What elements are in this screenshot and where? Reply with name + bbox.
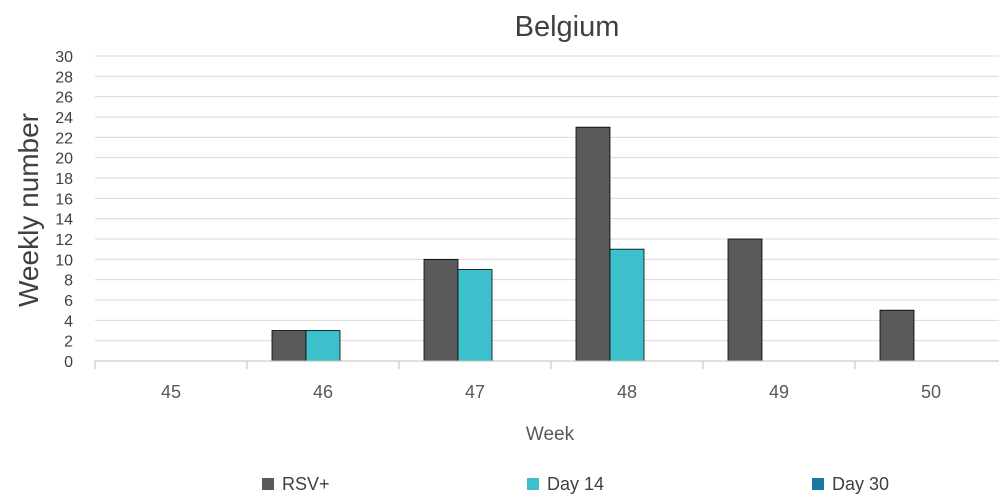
y-axis-label: Weekly number (13, 113, 44, 307)
y-tick-label: 18 (55, 171, 73, 188)
y-tick-label: 28 (55, 69, 73, 86)
bar-rsv--47 (423, 258, 459, 362)
chart-title: Belgium (515, 11, 620, 43)
y-tick-label: 26 (55, 90, 73, 107)
legend-swatch-day-30 (812, 478, 824, 490)
bar-rsv--49 (727, 238, 763, 362)
y-tick-label: 10 (55, 252, 73, 269)
bar-rsv--50 (879, 309, 915, 362)
y-tick-label: 4 (64, 313, 73, 330)
y-tick-label: 6 (64, 293, 73, 310)
x-tick-label: 47 (465, 382, 485, 402)
bar-day-14-48 (609, 248, 645, 362)
legend-swatch-rsv- (262, 478, 274, 490)
x-tick-label: 49 (769, 382, 789, 402)
y-tick-label: 2 (64, 334, 73, 351)
y-tick-label: 16 (55, 191, 73, 208)
bar-rsv--46 (271, 330, 307, 362)
gridlines (95, 55, 999, 362)
x-tick-label: 46 (313, 382, 333, 402)
y-tick-label: 22 (55, 130, 73, 147)
y-tick-label: 14 (55, 212, 73, 229)
bars (271, 126, 915, 362)
bar-day-14-46 (305, 330, 341, 362)
x-tick-label: 45 (161, 382, 181, 402)
x-axis-label: Week (526, 424, 575, 445)
x-axis: 45 46 47 48 49 50 (94, 360, 999, 402)
legend-label-rsv-: RSV+ (282, 474, 330, 494)
legend-label-day-30: Day 30 (832, 474, 889, 494)
y-tick-label: 20 (55, 151, 73, 168)
x-tick-label: 50 (921, 382, 941, 402)
bar-rsv--48 (575, 126, 611, 362)
y-tick-label: 0 (64, 354, 73, 371)
legend-swatch-day-14 (527, 478, 539, 490)
bar-day-14-47 (457, 269, 493, 362)
y-tick-label: 8 (64, 273, 73, 290)
legend-label-day-14: Day 14 (547, 474, 604, 494)
y-tick-label: 12 (55, 232, 73, 249)
y-tick-label: 24 (55, 110, 73, 127)
legend: RSV+ Day 14 Day 30 (262, 474, 889, 494)
x-tick-label: 48 (617, 382, 637, 402)
y-tick-label: 30 (55, 49, 73, 66)
